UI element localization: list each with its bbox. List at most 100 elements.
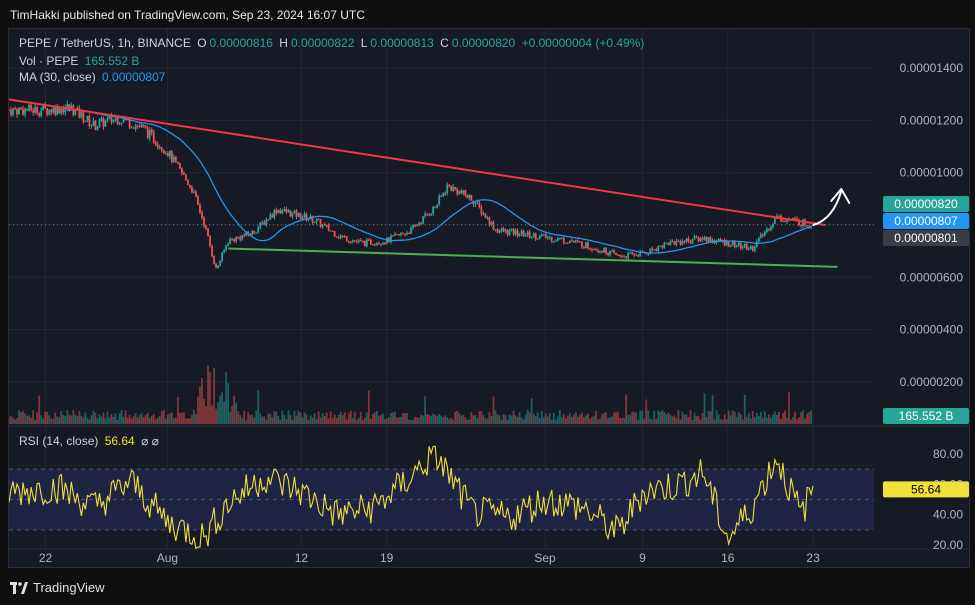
candle-body [771, 223, 774, 228]
volume-bar [611, 416, 613, 424]
volume-bar [301, 417, 304, 424]
volume-bar [585, 415, 587, 424]
volume-bar [199, 386, 201, 424]
close-label: C [440, 36, 449, 50]
chart-frame[interactable]: 0.000016000.000014000.000012000.00001000… [8, 28, 970, 568]
rsi-settings-icon[interactable]: ⌀ ⌀ [141, 434, 159, 448]
candle-body [20, 107, 22, 110]
candle-body [498, 230, 501, 233]
rsi-badge: 56.64 [911, 482, 941, 496]
tradingview-logo-icon [10, 581, 28, 594]
volume-bar [460, 415, 463, 424]
candle-body [601, 250, 603, 253]
candle-body [426, 214, 429, 216]
volume-value: 165.552 B [84, 54, 140, 68]
volume-bar [498, 415, 501, 424]
volume-bar [58, 416, 61, 424]
candle-body [345, 236, 348, 242]
time-tick-label: 19 [380, 551, 394, 565]
volume-bar [102, 412, 105, 424]
candle-body [663, 242, 666, 248]
candle-body [56, 106, 59, 115]
volume-bar [24, 413, 26, 424]
candle-body [52, 107, 55, 113]
volume-bar [713, 419, 716, 424]
candle-body [313, 221, 316, 223]
volume-bar [633, 412, 636, 424]
price-chart[interactable]: 0.000016000.000014000.000012000.00001000… [9, 29, 970, 568]
low-label: L [360, 36, 368, 50]
candle-body [80, 112, 83, 118]
candle-body [697, 237, 700, 242]
volume-bar [647, 410, 650, 424]
candle-body [719, 238, 722, 242]
volume-bar [715, 410, 718, 424]
volume-bar [84, 412, 87, 424]
candle-body [90, 125, 93, 127]
volume-bar [323, 416, 326, 424]
candle-body [46, 108, 49, 115]
volume-bar [207, 365, 209, 424]
candle-body [267, 219, 270, 221]
volume-bar [160, 411, 163, 424]
volume-bar [371, 413, 374, 424]
volume-bar [739, 414, 742, 424]
volume-bar [663, 412, 666, 424]
candle-body [482, 213, 485, 215]
volume-bar [303, 412, 306, 424]
volume-bar [46, 411, 49, 424]
volume-bar [444, 415, 447, 424]
candle-body [581, 241, 583, 248]
candle-body [689, 241, 692, 243]
volume-bar [599, 418, 601, 424]
candle-body [520, 230, 523, 235]
volume-bar [357, 417, 360, 424]
volume-bar [14, 419, 16, 424]
candle-body [518, 234, 521, 236]
volume-bar [70, 415, 73, 424]
price-badge-bg [883, 230, 969, 246]
candle-body [550, 237, 553, 242]
symbol-name: PEPE / TetherUS, 1h, BINANCE [19, 36, 191, 50]
volume-bar [124, 410, 127, 424]
candle-body [396, 233, 398, 235]
candle-body [42, 105, 45, 111]
volume-bar [80, 415, 83, 424]
candle-body [36, 107, 39, 114]
volume-bar [396, 417, 398, 424]
volume-bar [733, 411, 736, 424]
volume-bar [191, 414, 193, 424]
candle-body [735, 245, 738, 248]
candle-body [761, 234, 764, 236]
volume-bar [86, 417, 89, 424]
volume-bar [792, 417, 794, 424]
candle-body [104, 120, 107, 127]
volume-bar [727, 410, 730, 424]
volume-bar [40, 415, 43, 424]
candle-body [462, 190, 465, 194]
volume-bar [331, 418, 334, 424]
candle-body [164, 152, 167, 154]
volume-bar [512, 410, 515, 424]
candle-body [289, 210, 292, 217]
rsi-tick-label: 20.00 [933, 538, 963, 552]
candle-body [773, 218, 776, 224]
volume-bar [562, 414, 565, 424]
volume-bar [591, 417, 593, 424]
candle-body [150, 129, 153, 133]
volume-bar [482, 414, 485, 424]
volume-bar [174, 417, 177, 424]
candle-body [466, 195, 469, 198]
candle-body [653, 249, 656, 251]
candle-body [685, 238, 688, 242]
candle-body [635, 254, 638, 256]
candle-body [745, 244, 748, 250]
candle-body [211, 246, 213, 257]
candle-body [476, 202, 479, 204]
candle-body [197, 196, 199, 205]
candle-body [514, 230, 517, 235]
volume-bar [761, 418, 764, 424]
volume-bar [627, 414, 630, 424]
volume-legend: Vol · PEPE 165.552 B [19, 54, 142, 68]
candle-body [733, 241, 736, 248]
